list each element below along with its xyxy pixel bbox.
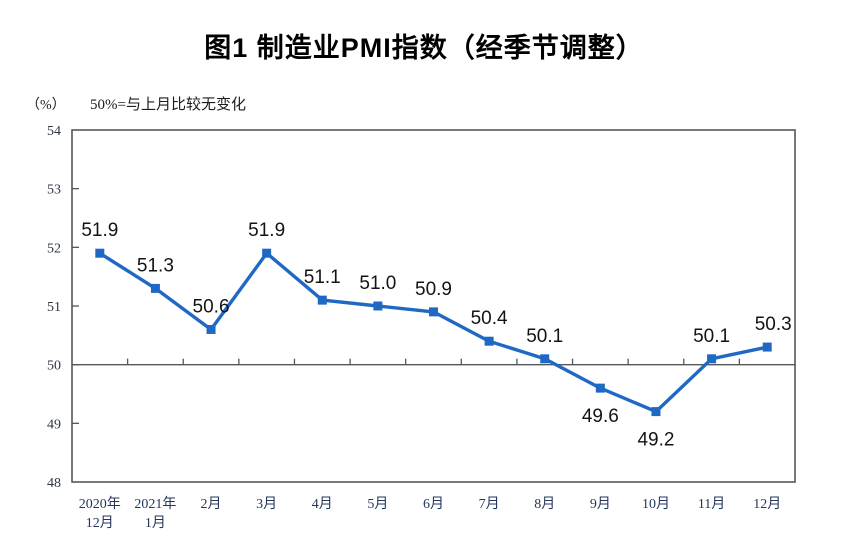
x-axis-label: 9月	[590, 496, 611, 512]
data-point-label: 50.6	[193, 296, 230, 317]
data-point-marker	[651, 407, 661, 417]
reference-line-note: 50%=与上月比较无变化	[90, 97, 246, 113]
y-axis-unit-label: （%）	[26, 98, 66, 113]
y-axis-tick-label: 53	[47, 183, 61, 198]
data-point-label: 50.3	[755, 314, 792, 335]
data-point-label: 49.2	[637, 430, 674, 451]
x-axis-label: 11月	[698, 496, 725, 512]
data-point-label: 50.1	[693, 326, 730, 347]
data-point-marker	[150, 283, 160, 293]
x-axis-label: 8月	[534, 496, 555, 512]
data-point-label: 50.4	[471, 308, 508, 329]
data-point-marker	[595, 383, 605, 393]
data-point-marker	[540, 354, 550, 364]
data-point-marker	[707, 354, 717, 364]
data-point-marker	[262, 248, 272, 258]
x-axis-label: 2021年 1月	[134, 496, 176, 531]
chart-title: 图1 制造业PMI指数（经季节调整）	[204, 33, 644, 63]
pmi-line	[98, 251, 769, 414]
x-axis-label: 2020年 12月	[79, 496, 121, 531]
y-axis-tick-label: 51	[47, 300, 61, 315]
data-point-label: 51.9	[81, 220, 118, 241]
x-axis-label: 7月	[479, 496, 500, 512]
data-point-marker	[484, 336, 494, 346]
data-point-label: 49.6	[582, 406, 619, 427]
x-axis-label: 10月	[642, 496, 670, 512]
y-axis-tick-label: 50	[47, 359, 61, 374]
y-axis-tick-label: 48	[47, 476, 61, 491]
y-axis-tick-label: 54	[47, 124, 61, 139]
x-axis-label: 3月	[256, 496, 277, 512]
data-point-marker	[317, 295, 327, 305]
data-point-marker	[95, 248, 105, 258]
x-axis-label: 4月	[312, 496, 333, 512]
data-point-marker	[373, 301, 383, 311]
data-point-label: 51.0	[359, 273, 396, 294]
data-point-label: 51.3	[137, 255, 174, 276]
data-point-label: 50.1	[526, 326, 563, 347]
data-point-marker	[762, 342, 772, 352]
data-point-label: 51.9	[248, 220, 285, 241]
x-axis-label: 5月	[367, 496, 388, 512]
x-axis-label: 12月	[753, 496, 781, 512]
data-point-marker	[206, 324, 216, 334]
y-axis-tick-label: 49	[47, 417, 61, 432]
data-point-label: 51.1	[304, 267, 341, 288]
y-axis-tick-label: 52	[47, 241, 61, 256]
x-axis-label: 2月	[201, 496, 222, 512]
x-axis-label: 6月	[423, 496, 444, 512]
data-point-label: 50.9	[415, 279, 452, 300]
data-point-marker	[429, 307, 438, 317]
